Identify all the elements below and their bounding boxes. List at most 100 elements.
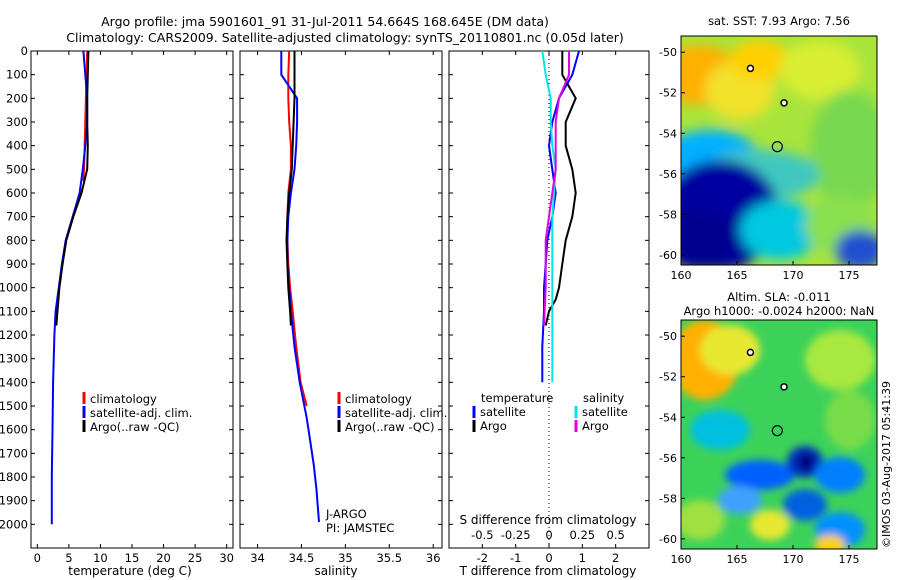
- x-tick-label: 15: [125, 551, 140, 565]
- sst-map-title: sat. SST: 7.93 Argo: 7.56: [708, 14, 850, 28]
- header-line-1: Argo profile: jma 5901601_91 31-Jul-2011…: [101, 14, 549, 29]
- x-tick-label: 30: [219, 551, 234, 565]
- y-tick-label: 2000: [0, 517, 28, 531]
- y-tick-label: 100: [6, 68, 28, 82]
- x-tick-label: -1: [510, 551, 521, 565]
- legend-header-salinity: salinity: [583, 391, 624, 405]
- s-tick-label: 0: [545, 528, 552, 542]
- sla-map-subtitle: Argo h1000: -0.0024 h2000: NaN: [684, 304, 875, 318]
- y-tick-label: 1300: [0, 352, 28, 366]
- map-x-tick-label: 165: [727, 269, 748, 282]
- sla-map-overlay: 160 165 170 175 -50 -52 -54 -56 -58 -60: [659, 330, 859, 566]
- legend-label-climatology: climatology: [90, 392, 157, 406]
- sst-map-frame: [680, 35, 878, 266]
- map-y-tick-label: -52: [659, 371, 677, 384]
- series-line-satellite: [541, 50, 580, 383]
- series-line-argo: [543, 51, 570, 326]
- s-tick-label: 0.25: [570, 528, 596, 542]
- map-x-tick-label: 175: [839, 269, 860, 282]
- x-tick-label: 34.5: [289, 551, 315, 565]
- imos-watermark: ©IMOS 03-Aug-2017 05:41:39: [880, 381, 893, 548]
- difference-xlabel-s: S difference from climatology: [460, 513, 637, 527]
- annotation-project: J-ARGO: [325, 507, 367, 521]
- x-tick-label: 10: [93, 551, 108, 565]
- y-tick-label: 700: [6, 210, 28, 224]
- map-x-tick-label: 160: [671, 553, 692, 566]
- x-tick-label: 5: [65, 551, 72, 565]
- island-marker: [746, 64, 755, 73]
- series-line-satelliteadjclim: [280, 51, 320, 523]
- temperature-legend: climatology satellite-adj. clim. Argo(..…: [82, 392, 192, 434]
- x-tick-label: 0: [545, 551, 552, 565]
- map-y-tick-label: -60: [659, 533, 677, 546]
- x-tick-label: 36: [426, 551, 441, 565]
- sst-map-overlay: 160 165 170 175 -50 -52 -54 -56 -58 -60: [659, 46, 859, 282]
- legend-label-t-argo: Argo: [480, 419, 507, 433]
- y-tick-label: 1200: [0, 328, 28, 342]
- series-line-climatology: [82, 50, 89, 182]
- y-tick-label: 1500: [0, 399, 28, 413]
- map-x-tick-label: 165: [727, 553, 748, 566]
- y-tick-label: 800: [6, 233, 28, 247]
- legend-label-s-argo: Argo: [582, 419, 609, 433]
- legend-label-climatology: climatology: [345, 392, 412, 406]
- y-tick-label: 900: [6, 257, 28, 271]
- annotation-pi: PI: JAMSTEC: [326, 521, 394, 535]
- salinity-panel-frame: [239, 50, 443, 549]
- legend-label-argo: Argo(..raw -QC): [345, 420, 435, 434]
- s-tick-label: -0.5: [471, 528, 493, 542]
- y-tick-label: 300: [6, 115, 28, 129]
- series-line-argo: [544, 51, 577, 326]
- argo-location-marker: [771, 425, 783, 437]
- salinity-chart: 34 34.5 35 35.5 36: [240, 50, 442, 565]
- sla-map-image: [681, 320, 877, 549]
- y-tick-label: 0: [21, 44, 28, 58]
- x-tick-label: -2: [477, 551, 488, 565]
- x-tick-label: 35.5: [376, 551, 402, 565]
- y-tick-label: 1100: [0, 304, 28, 318]
- difference-legend: temperature salinity satellite Argo sate…: [472, 391, 628, 433]
- argo-location-marker: [771, 141, 783, 153]
- map-x-tick-label: 175: [839, 553, 860, 566]
- x-tick-label: 35: [338, 551, 353, 565]
- y-tick-label: 1900: [0, 494, 28, 508]
- x-tick-label: 34: [250, 551, 265, 565]
- x-tick-label: 1: [579, 551, 586, 565]
- header-line-2: Climatology: CARS2009. Satellite-adjuste…: [66, 30, 623, 45]
- temperature-panel-frame: [30, 50, 234, 549]
- map-y-tick-label: -56: [659, 168, 677, 181]
- island-marker: [780, 99, 788, 107]
- y-tick-label: 400: [6, 139, 28, 153]
- legend-header-temperature: temperature: [481, 391, 553, 405]
- map-y-tick-label: -54: [659, 127, 677, 140]
- legend-label-satellite: satellite-adj. clim.: [345, 406, 447, 420]
- difference-xlabel-t: T difference from climatology: [459, 564, 637, 578]
- legend-label-s-satellite: satellite: [582, 405, 628, 419]
- map-y-tick-label: -54: [659, 411, 677, 424]
- sst-map-image: [681, 36, 877, 265]
- y-tick-label: 1000: [0, 281, 28, 295]
- s-tick-label: -0.25: [501, 528, 531, 542]
- x-tick-label: 0: [34, 551, 41, 565]
- map-x-tick-label: 170: [783, 553, 804, 566]
- island-marker: [746, 348, 755, 357]
- salinity-legend: climatology satellite-adj. clim. Argo(..…: [325, 392, 447, 535]
- series-line-argorawqc: [55, 50, 90, 326]
- sla-map-title: Altim. SLA: -0.011: [727, 290, 831, 304]
- temperature-xlabel: temperature (deg C): [68, 564, 191, 578]
- map-y-tick-label: -50: [659, 46, 677, 59]
- sla-map-frame: [680, 319, 878, 550]
- y-tick-label: 1800: [0, 470, 28, 484]
- map-y-tick-label: -52: [659, 87, 677, 100]
- y-tick-label: 200: [6, 91, 28, 105]
- map-y-tick-label: -58: [659, 492, 677, 505]
- y-tick-label: 1600: [0, 423, 28, 437]
- series-line-satellite: [541, 50, 557, 383]
- map-y-tick-label: -50: [659, 330, 677, 343]
- map-x-tick-label: 160: [671, 269, 692, 282]
- s-tick-label: 0.5: [607, 528, 625, 542]
- legend-label-satellite: satellite-adj. clim.: [90, 406, 192, 420]
- y-tick-label: 500: [6, 162, 28, 176]
- series-line-satelliteadjclim: [50, 50, 89, 525]
- y-tick-label: 1700: [0, 446, 28, 460]
